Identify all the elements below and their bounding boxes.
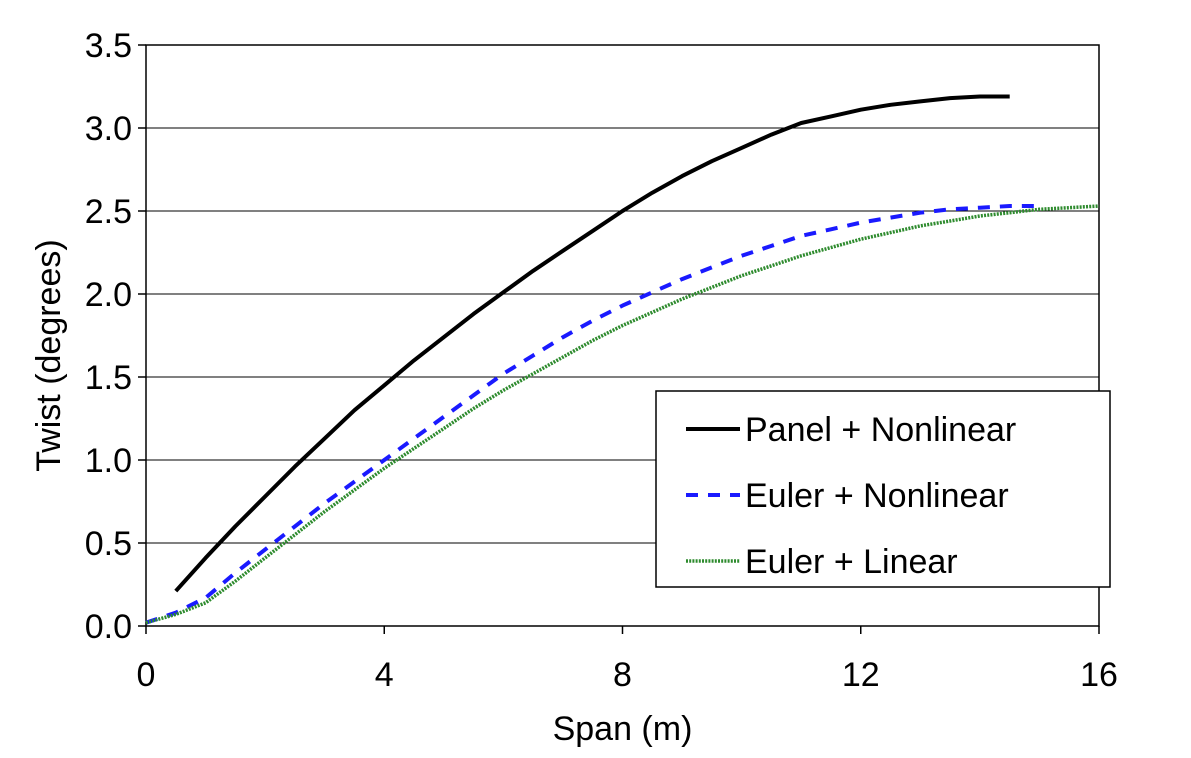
y-tick-label: 1.0 [85,442,132,480]
y-tick-label: 2.5 [85,193,132,231]
legend-box [655,390,1111,588]
x-tick-label: 0 [137,656,156,694]
legend-label: Panel + Nonlinear [745,411,1016,449]
legend-label: Euler + Nonlinear [745,477,1009,515]
series-lines [145,94,1100,625]
x-axis-ticks: 0 4 8 12 16 [137,626,1118,694]
y-tick-label: 0.0 [85,608,132,646]
x-tick-label: 16 [1080,656,1118,694]
y-tick-label: 2.0 [85,276,132,314]
x-tick-label: 12 [842,656,880,694]
series-line-1 [174,94,1010,593]
x-tick-label: 4 [375,656,394,694]
y-tick-label: 3.0 [85,110,132,148]
series-line-2 [145,204,1040,625]
y-axis-title: Twist (degrees) [30,239,68,471]
y-tick-label: 1.5 [85,359,132,397]
y-tick-label: 0.5 [85,525,132,563]
x-tick-label: 8 [613,656,632,694]
x-axis-title: Span (m) [553,710,693,748]
legend-label: Euler + Linear [745,543,958,581]
legend: Panel + Nonlinear Euler + Nonlinear Euler … [655,390,1111,588]
y-axis-ticks: 0.0 0.5 1.0 1.5 2.0 2.5 3.0 3.5 [85,27,146,646]
series-line-3 [145,204,1100,625]
y-tick-label: 3.5 [85,27,132,65]
